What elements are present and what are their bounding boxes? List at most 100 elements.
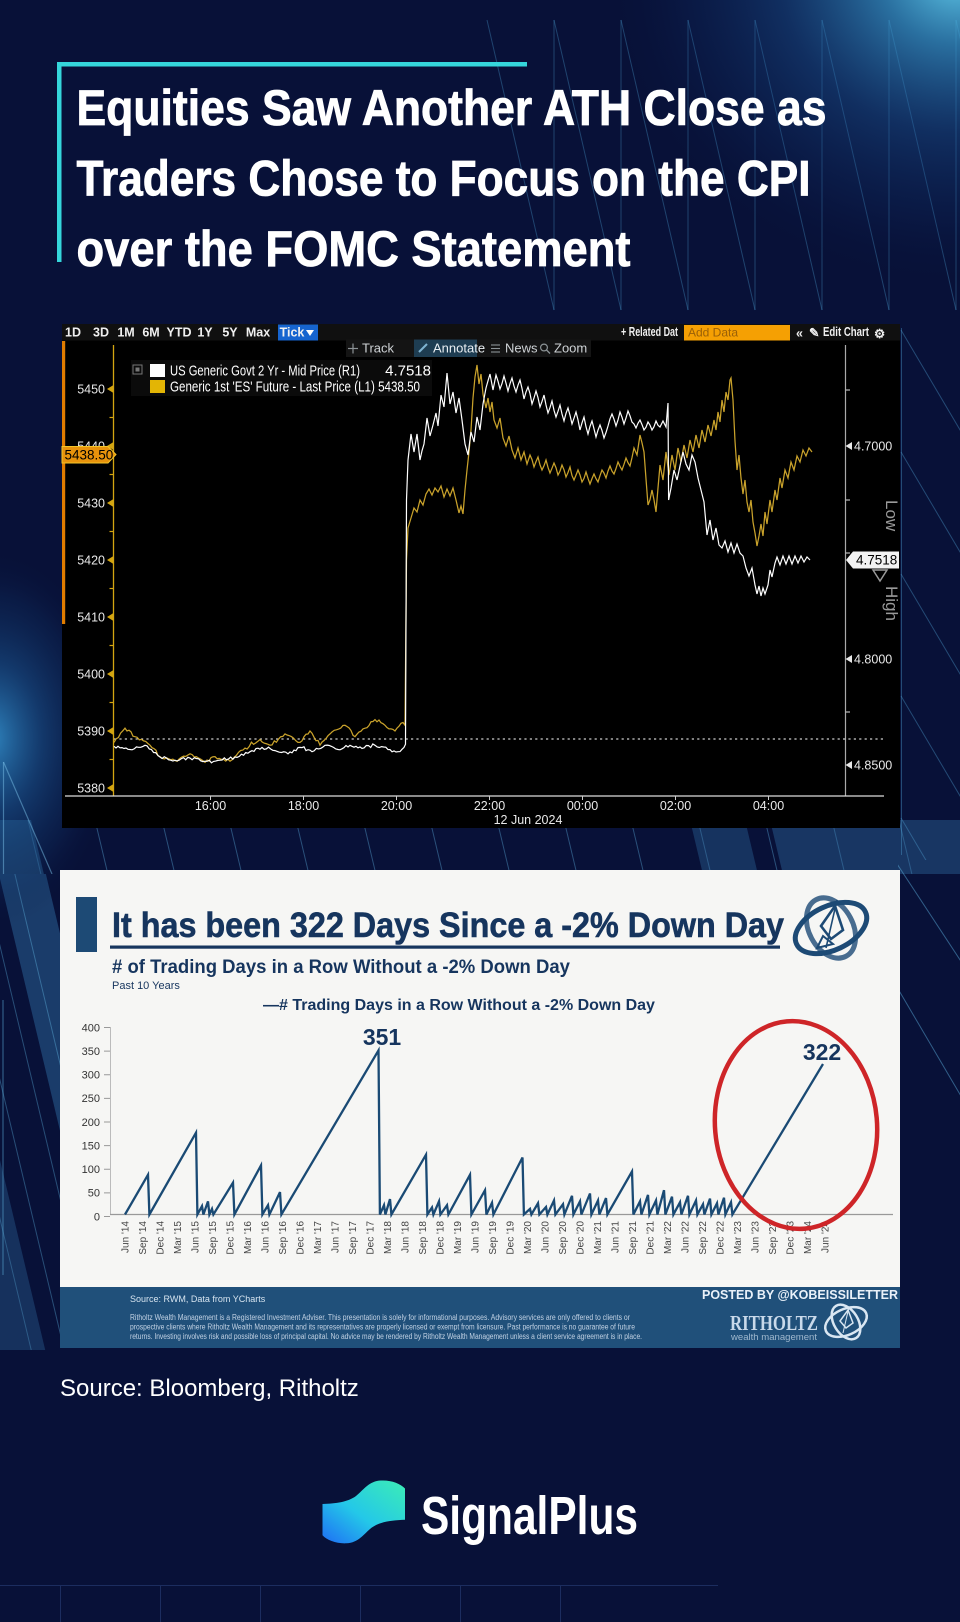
svg-text:returns. Investing involves ri: returns. Investing involves risk and pos… xyxy=(130,1332,642,1341)
svg-text:Annotate: Annotate xyxy=(433,341,485,356)
svg-text:4.8500: 4.8500 xyxy=(854,759,892,773)
svg-text:+ Related Dat: + Related Dat xyxy=(621,325,679,339)
svg-text:351: 351 xyxy=(363,1024,402,1050)
svg-text:⚙: ⚙ xyxy=(874,327,885,341)
svg-text:Jun '14: Jun '14 xyxy=(121,1221,132,1253)
svg-text:Dec '15: Dec '15 xyxy=(226,1221,237,1255)
svg-text:Jun '24: Jun '24 xyxy=(821,1221,832,1253)
svg-text:Sep '21: Sep '21 xyxy=(628,1221,639,1255)
svg-text:350: 350 xyxy=(82,1046,100,1058)
svg-text:6M: 6M xyxy=(142,326,159,340)
svg-text:Zoom: Zoom xyxy=(554,341,587,356)
svg-text:Mar '23: Mar '23 xyxy=(733,1221,744,1254)
svg-text:1D: 1D xyxy=(65,326,81,340)
svg-text:Max: Max xyxy=(246,326,270,340)
svg-text:Jun '18: Jun '18 xyxy=(401,1221,412,1253)
svg-text:02:00: 02:00 xyxy=(660,799,691,813)
svg-text:Add Data: Add Data xyxy=(688,326,738,340)
svg-text:Past 10 Years: Past 10 Years xyxy=(112,980,180,992)
svg-text:Mar '24: Mar '24 xyxy=(803,1221,814,1254)
svg-text:100: 100 xyxy=(82,1164,100,1176)
svg-text:High: High xyxy=(882,586,901,621)
svg-text:Jun '16: Jun '16 xyxy=(261,1221,272,1253)
svg-text:250: 250 xyxy=(82,1093,100,1105)
svg-text:Jun '22: Jun '22 xyxy=(681,1221,692,1253)
svg-text:Source: Bloomberg, Ritholtz: Source: Bloomberg, Ritholtz xyxy=(60,1375,359,1402)
svg-text:12 Jun 2024: 12 Jun 2024 xyxy=(494,813,563,827)
svg-text:5410: 5410 xyxy=(77,611,105,625)
svg-text:Tick: Tick xyxy=(280,326,305,340)
svg-text:Sep '18: Sep '18 xyxy=(418,1221,429,1255)
svg-text:Generic 1st 'ES' Future - Last: Generic 1st 'ES' Future - Last Price (L1… xyxy=(170,379,420,396)
svg-text:News: News xyxy=(505,341,538,356)
svg-text:Low: Low xyxy=(882,500,901,532)
svg-text:Sep '14: Sep '14 xyxy=(138,1221,149,1255)
svg-text:Mar '17: Mar '17 xyxy=(313,1221,324,1254)
svg-text:✎: ✎ xyxy=(809,326,819,340)
svg-text:Jun '15: Jun '15 xyxy=(191,1221,202,1253)
svg-text:RITHOLTZ: RITHOLTZ xyxy=(730,1311,818,1335)
svg-text:SignalPlus: SignalPlus xyxy=(421,1486,638,1546)
svg-text:Dec '14: Dec '14 xyxy=(156,1221,167,1255)
svg-text:Mar '19: Mar '19 xyxy=(453,1221,464,1254)
svg-text:0: 0 xyxy=(94,1211,100,1223)
svg-text:50: 50 xyxy=(88,1188,100,1200)
svg-text:Jun '17: Jun '17 xyxy=(331,1221,342,1253)
svg-text:Sep '19: Sep '19 xyxy=(488,1221,499,1255)
svg-text:Jun '20: Jun '20 xyxy=(541,1221,552,1253)
svg-text:Jun '19: Jun '19 xyxy=(471,1221,482,1253)
svg-text:Mar '15: Mar '15 xyxy=(173,1221,184,1254)
svg-text:Sep '23: Sep '23 xyxy=(768,1221,779,1255)
svg-text:Track: Track xyxy=(362,341,395,356)
svg-text:Dec '18: Dec '18 xyxy=(436,1221,447,1255)
svg-text:20:00: 20:00 xyxy=(381,799,412,813)
svg-text:Sep '20: Sep '20 xyxy=(558,1221,569,1255)
svg-text:Dec '17: Dec '17 xyxy=(366,1221,377,1255)
svg-text:Jun '21: Jun '21 xyxy=(611,1221,622,1253)
svg-text:300: 300 xyxy=(82,1070,100,1082)
svg-text:—# Trading Days in a Row Witho: —# Trading Days in a Row Without a -2% D… xyxy=(263,997,655,1014)
svg-text:5450: 5450 xyxy=(77,383,105,397)
svg-text:Sep '15: Sep '15 xyxy=(208,1221,219,1255)
svg-text:04:00: 04:00 xyxy=(753,799,784,813)
svg-text:Edit Chart: Edit Chart xyxy=(823,325,870,339)
svg-text:Dec '22: Dec '22 xyxy=(716,1221,727,1255)
svg-text:400: 400 xyxy=(82,1022,100,1034)
svg-text:Traders Chose to Focus on the: Traders Chose to Focus on the CPI xyxy=(77,151,811,207)
svg-text:Ritholtz Wealth Management is: Ritholtz Wealth Management is a Register… xyxy=(130,1313,630,1322)
svg-text:200: 200 xyxy=(82,1117,100,1129)
svg-text:Dec '20: Dec '20 xyxy=(576,1221,587,1255)
svg-text:Dec '21: Dec '21 xyxy=(646,1221,657,1255)
svg-text:Sep '17: Sep '17 xyxy=(348,1221,359,1255)
svg-text:4.7518: 4.7518 xyxy=(856,553,897,568)
svg-text:1Y: 1Y xyxy=(197,326,213,340)
svg-text:# of Trading Days in a Row Wit: # of Trading Days in a Row Without a -2%… xyxy=(112,957,570,978)
svg-text:Mar '18: Mar '18 xyxy=(383,1221,394,1254)
svg-text:18:00: 18:00 xyxy=(288,799,319,813)
svg-text:5430: 5430 xyxy=(77,497,105,511)
svg-text:4.7518: 4.7518 xyxy=(385,363,431,380)
svg-text:Sep '16: Sep '16 xyxy=(278,1221,289,1255)
svg-text:Jun '23: Jun '23 xyxy=(751,1221,762,1253)
svg-text:5420: 5420 xyxy=(77,554,105,568)
svg-text:Sep '22: Sep '22 xyxy=(698,1221,709,1255)
svg-text:«: « xyxy=(796,327,803,341)
svg-text:322: 322 xyxy=(803,1039,841,1065)
svg-text:Mar '20: Mar '20 xyxy=(523,1221,534,1254)
svg-text:3D: 3D xyxy=(93,326,109,340)
svg-text:00:00: 00:00 xyxy=(567,799,598,813)
svg-text:22:00: 22:00 xyxy=(474,799,505,813)
svg-text:Dec '19: Dec '19 xyxy=(506,1221,517,1255)
svg-text:Dec '16: Dec '16 xyxy=(296,1221,307,1255)
svg-text:US Generic Govt 2 Yr - Mid Pri: US Generic Govt 2 Yr - Mid Price (R1) xyxy=(170,363,360,380)
svg-text:POSTED BY @KOBEISSILETTER: POSTED BY @KOBEISSILETTER xyxy=(702,1288,898,1302)
svg-text:over the FOMC Statement: over the FOMC Statement xyxy=(77,221,631,277)
svg-text:5438.50: 5438.50 xyxy=(65,448,114,463)
svg-text:Dec '23: Dec '23 xyxy=(786,1221,797,1255)
svg-text:prospective clients where Rith: prospective clients where Ritholtz Wealt… xyxy=(130,1323,635,1332)
svg-text:Mar '22: Mar '22 xyxy=(663,1221,674,1254)
svg-text:YTD: YTD xyxy=(167,326,192,340)
svg-text:4.8000: 4.8000 xyxy=(854,653,892,667)
svg-text:wealth management: wealth management xyxy=(730,1332,817,1343)
svg-text:Mar '16: Mar '16 xyxy=(243,1221,254,1254)
